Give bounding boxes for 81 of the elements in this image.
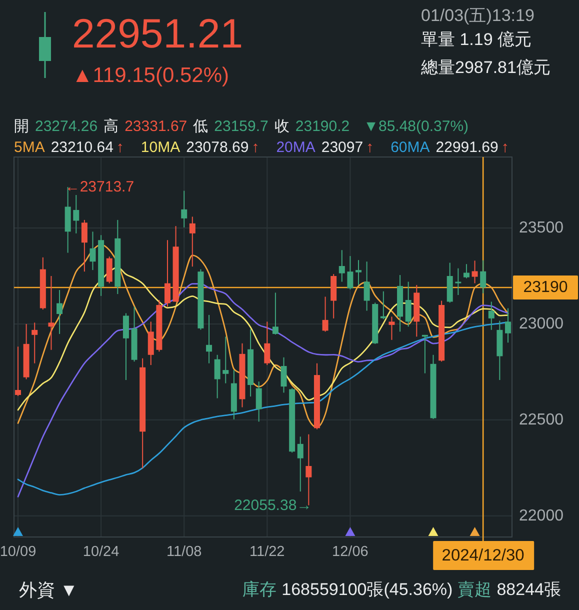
candlestick [206, 314, 212, 364]
line-series [17, 283, 509, 498]
chart-title: 22951.21 [72, 10, 244, 56]
text: 單量 1.19 億元 [421, 30, 532, 49]
text: ↑ [501, 139, 509, 156]
text: 23210.64 [50, 139, 114, 156]
candlestick [256, 381, 262, 422]
text: 高 [104, 118, 119, 135]
candlestick [164, 240, 170, 308]
candlestick [472, 260, 478, 284]
candlestick [81, 219, 88, 272]
text: 23274.26 [35, 118, 98, 135]
y-tick-label: 23500 [519, 220, 564, 237]
candlestick [264, 321, 270, 366]
text: 庫存 [242, 580, 277, 600]
x-tick-label: 10/09 [0, 544, 36, 560]
candlestick [455, 268, 462, 296]
text: 收 [274, 118, 290, 135]
candlestick [338, 250, 345, 282]
candlestick [106, 256, 112, 284]
candlestick [488, 301, 494, 330]
candlestick [214, 354, 220, 399]
candlestick [222, 336, 229, 384]
text: 外資 ▼ [19, 580, 78, 600]
text: 23190.2 [295, 118, 350, 135]
text: 23078.69 [186, 139, 249, 156]
x-tick-label: 12/06 [332, 544, 368, 560]
chart-subtitle: ▲119.15(0.52%) [72, 64, 229, 87]
text: 賣超 [458, 580, 492, 600]
ref-line-label: 23190 [523, 279, 568, 296]
candlestick [405, 281, 412, 328]
candlestick [122, 312, 129, 381]
line-series [17, 266, 509, 411]
text: ↑ [252, 139, 260, 156]
text: 01/03(五)13:19 [421, 6, 534, 25]
candlestick [48, 275, 54, 350]
candlestick [148, 321, 154, 366]
annotation: 22055.38→ [234, 496, 312, 514]
y-tick-label: 23000 [519, 315, 564, 332]
text: 開 [14, 118, 29, 135]
text: 23159.7 [214, 118, 268, 135]
text: 20MA [276, 139, 316, 156]
x-tick-label: 11/22 [250, 544, 285, 560]
candlestick [56, 290, 63, 334]
text: 低 [193, 118, 208, 135]
candlestick [272, 292, 278, 336]
candlestick [463, 264, 470, 279]
candlestick [73, 194, 80, 234]
candlestick [189, 216, 196, 268]
text: ↑ [116, 139, 124, 156]
y-tick-label: 22000 [519, 507, 564, 524]
candlestick [388, 316, 395, 340]
y-tick-label: 22500 [519, 411, 564, 428]
annotation: ←23713.7 [64, 178, 134, 196]
candlestick [356, 260, 362, 286]
text: 22991.69 [436, 139, 498, 156]
candlestick [90, 231, 96, 271]
x-tick-label: 10/24 [82, 544, 120, 560]
line-series [17, 244, 509, 428]
candlestick [347, 256, 354, 290]
candlestick [364, 261, 370, 312]
text: 23331.67 [124, 118, 188, 135]
candlestick [297, 436, 304, 492]
candlestick [15, 346, 21, 396]
text: 總量2987.81億元 [420, 58, 550, 77]
candlestick [280, 356, 287, 394]
text: 168559100張(45.36%) [282, 580, 453, 600]
text: ↑ [366, 139, 374, 156]
x-tick-label: 2024/12/30 [442, 546, 524, 564]
x-tick-label: 11/08 [166, 544, 202, 560]
text: 5MA [14, 139, 45, 156]
candlestick [181, 190, 188, 228]
text: 60MA [390, 139, 430, 156]
text: 88244張 [496, 580, 561, 600]
candlestick [322, 296, 328, 332]
text: ▼85.48(0.37%) [364, 118, 469, 135]
candlestick [480, 260, 486, 294]
candlestick [32, 322, 38, 364]
text: 23097 [321, 139, 364, 156]
candlestick [505, 308, 511, 344]
text: 10MA [140, 139, 180, 156]
